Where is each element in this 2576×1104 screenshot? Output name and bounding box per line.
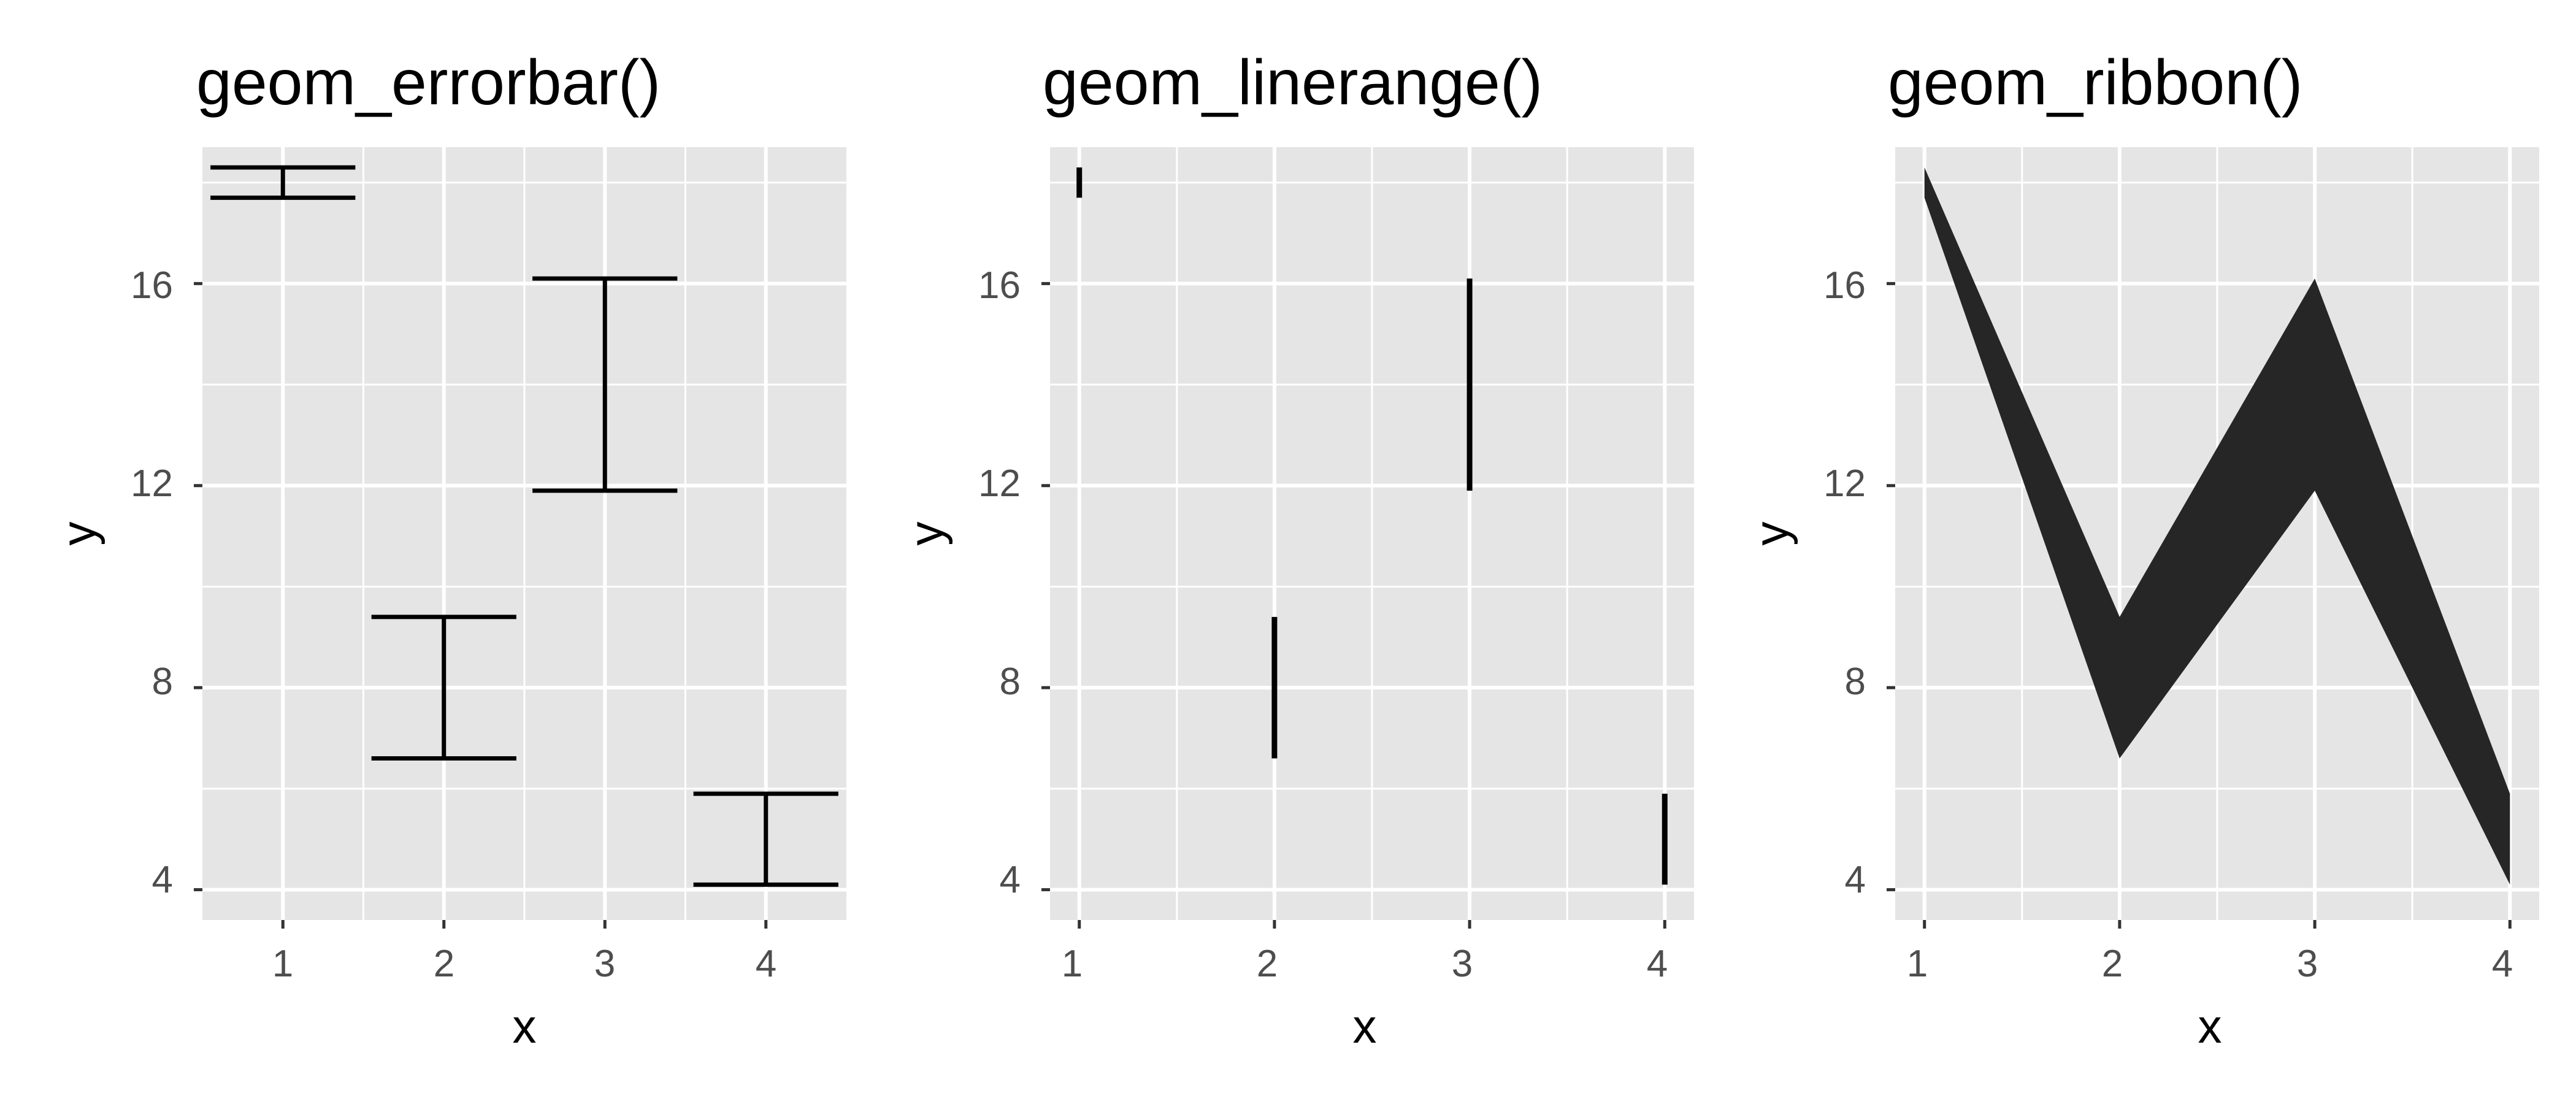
panel-linerange: geom_linerange() 4 8 12 16 1 2 3 4 x y <box>899 47 1694 1053</box>
y-axis-title: y <box>1744 522 1798 546</box>
y-axis-title: y <box>52 522 105 546</box>
y-tick-label: 8 <box>152 661 173 703</box>
x-tick-label: 3 <box>1452 943 1473 985</box>
y-tick-label: 8 <box>1000 661 1021 703</box>
ribbon-area <box>1924 167 2510 885</box>
x-tick-label: 2 <box>2102 943 2123 985</box>
panel-errorbar: geom_errorbar() 4 8 12 16 1 2 3 4 x y <box>52 47 846 1053</box>
y-tick-label: 12 <box>131 462 173 505</box>
y-tick-label: 12 <box>1823 462 1866 505</box>
x-tick-label: 2 <box>1257 943 1278 985</box>
y-tick-label: 12 <box>978 462 1021 505</box>
y-tick-label: 4 <box>1845 859 1866 901</box>
x-tick-label: 4 <box>1647 943 1668 985</box>
y-tick-label: 16 <box>1823 264 1866 307</box>
x-tick-label: 4 <box>756 943 776 985</box>
panel-title: geom_errorbar() <box>196 47 661 118</box>
grid-lines <box>1050 147 1694 920</box>
panel-ribbon: geom_ribbon() 4 8 12 16 1 2 3 4 x y <box>1744 47 2539 1053</box>
y-tick-label: 4 <box>1000 859 1021 901</box>
errorbar-layer <box>210 165 838 887</box>
x-tick-label: 4 <box>2492 943 2513 985</box>
panel-title: geom_ribbon() <box>1888 47 2302 118</box>
errorbar <box>693 791 838 887</box>
linerange-layer <box>1076 167 1668 885</box>
x-tick-label: 3 <box>594 943 615 985</box>
ribbon-layer <box>1924 167 2510 885</box>
x-axis-title: x <box>2198 999 2222 1053</box>
y-tick-label: 16 <box>131 264 173 307</box>
x-tick-label: 1 <box>1907 943 1928 985</box>
errorbar <box>210 165 356 200</box>
x-tick-label: 1 <box>1062 943 1083 985</box>
x-axis-title: x <box>1353 999 1377 1053</box>
errorbar <box>371 615 516 761</box>
grid-lines <box>1895 147 2539 920</box>
tick-marks <box>1887 282 2512 929</box>
x-tick-label: 3 <box>2297 943 2318 985</box>
x-tick-label: 1 <box>272 943 293 985</box>
y-tick-label: 8 <box>1845 661 1866 703</box>
panel-title: geom_linerange() <box>1043 47 1543 118</box>
tick-marks <box>1041 282 1666 929</box>
y-tick-label: 16 <box>978 264 1021 307</box>
y-axis-title: y <box>899 522 953 546</box>
x-axis-title: x <box>513 999 537 1053</box>
x-tick-label: 2 <box>434 943 454 985</box>
grid-lines <box>202 147 846 920</box>
tick-marks <box>194 282 768 929</box>
errorbar <box>532 276 678 493</box>
y-tick-label: 4 <box>152 859 173 901</box>
